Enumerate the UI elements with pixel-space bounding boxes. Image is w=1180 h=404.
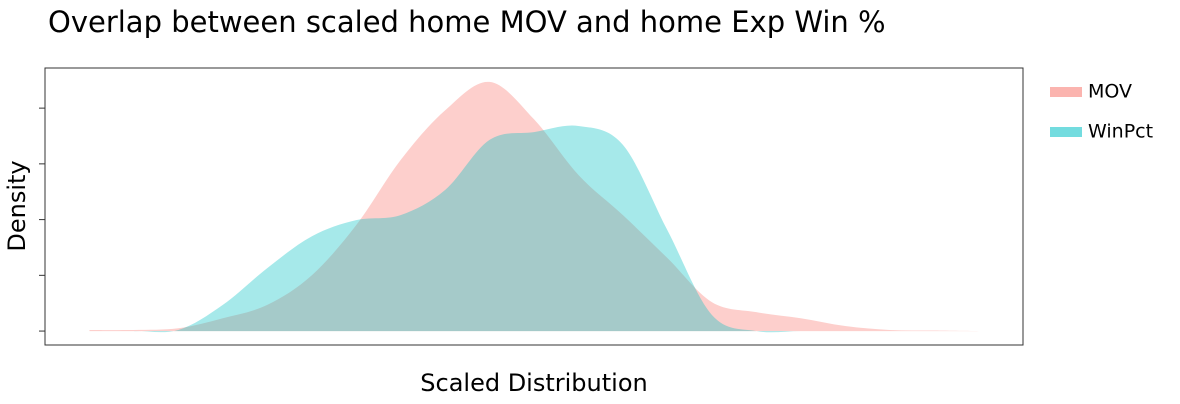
density-area: [89, 81, 979, 332]
x-axis-label: Scaled Distribution: [420, 369, 647, 397]
plot-frame: [44, 67, 1024, 346]
legend-label: MOV: [1088, 81, 1132, 103]
legend-label: WinPct: [1088, 121, 1153, 143]
chart-title: Overlap between scaled home MOV and home…: [48, 5, 886, 39]
legend-key: [1050, 127, 1082, 137]
density-area: [89, 125, 979, 333]
legend-key: [1050, 87, 1082, 97]
y-axis-label: Density: [3, 160, 31, 251]
